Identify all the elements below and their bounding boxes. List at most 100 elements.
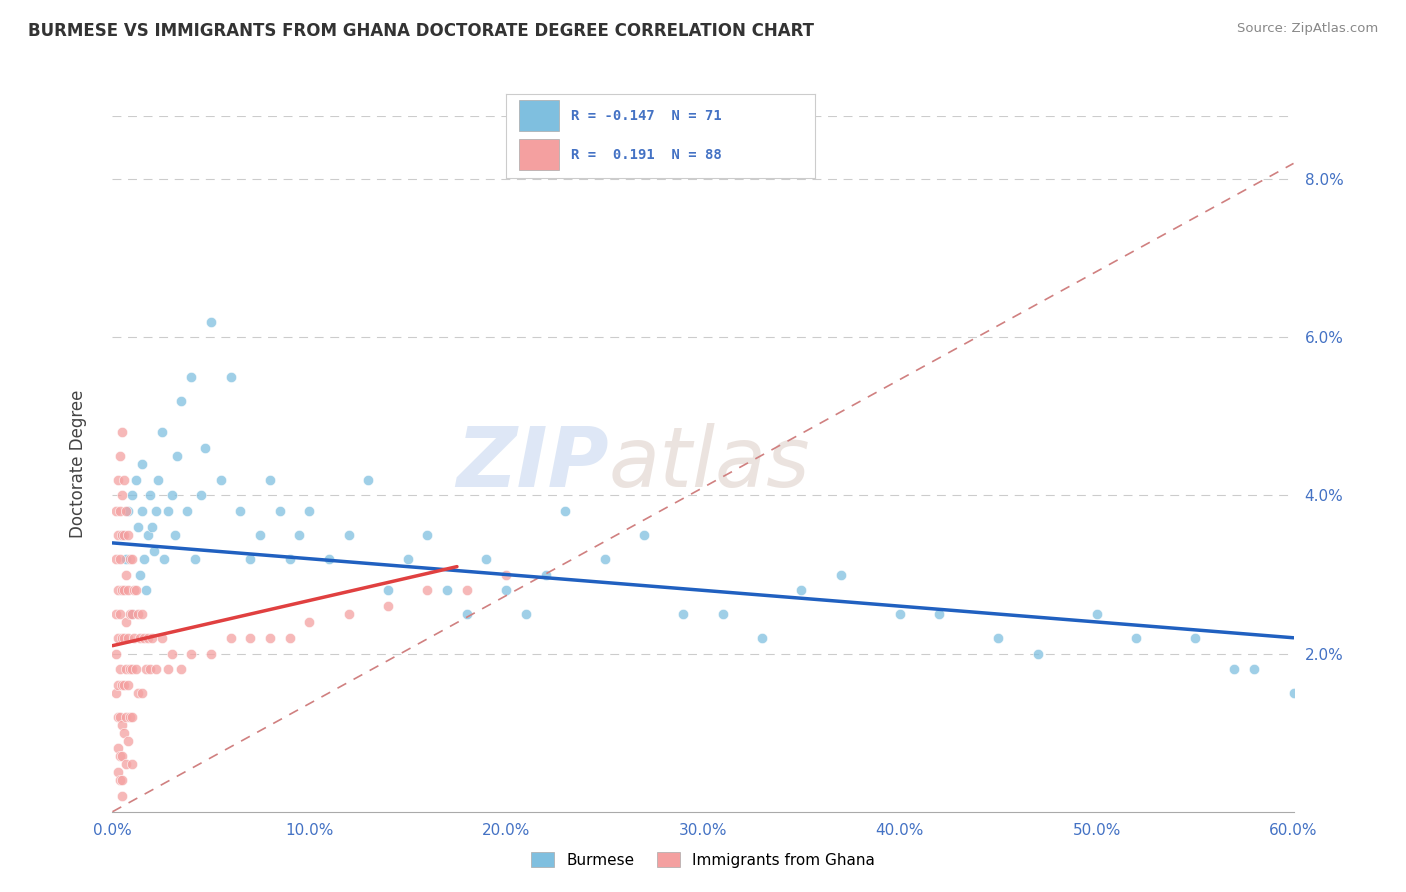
Point — [156, 504, 179, 518]
Point — [115, 757, 138, 772]
Point — [190, 488, 212, 502]
Point — [987, 631, 1010, 645]
Point — [1184, 631, 1206, 645]
Point — [928, 607, 950, 621]
Point — [121, 488, 143, 502]
Point — [136, 631, 159, 645]
Point — [456, 607, 478, 621]
Point — [200, 647, 222, 661]
Point — [593, 551, 616, 566]
Point — [318, 551, 340, 566]
Point — [165, 528, 187, 542]
Point — [1085, 607, 1108, 621]
Point — [121, 607, 143, 621]
Point — [534, 567, 557, 582]
Point — [150, 631, 173, 645]
Point — [129, 567, 152, 582]
Point — [377, 599, 399, 614]
Point — [125, 473, 148, 487]
Point — [115, 504, 138, 518]
Point — [633, 528, 655, 542]
Point — [131, 686, 153, 700]
Y-axis label: Doctorate Degree: Doctorate Degree — [69, 390, 87, 538]
Point — [136, 528, 159, 542]
Point — [115, 551, 138, 566]
Point — [127, 520, 149, 534]
Point — [120, 551, 142, 566]
Point — [141, 520, 163, 534]
Point — [110, 749, 132, 764]
Point — [711, 607, 734, 621]
Point — [127, 607, 149, 621]
Point — [337, 528, 360, 542]
Point — [132, 551, 155, 566]
Point — [110, 773, 132, 788]
Point — [790, 583, 813, 598]
Point — [337, 607, 360, 621]
Point — [209, 473, 232, 487]
Point — [166, 449, 188, 463]
Point — [120, 662, 142, 676]
Point — [142, 543, 165, 558]
Point — [180, 369, 202, 384]
Point — [111, 789, 134, 803]
Point — [107, 678, 129, 692]
Point — [278, 631, 301, 645]
Point — [111, 773, 134, 788]
Point — [111, 717, 134, 731]
Point — [456, 583, 478, 598]
Point — [239, 551, 262, 566]
Point — [105, 647, 128, 661]
Point — [117, 733, 139, 747]
Point — [259, 473, 281, 487]
Point — [131, 607, 153, 621]
Point — [889, 607, 911, 621]
Point — [298, 615, 321, 629]
Text: BURMESE VS IMMIGRANTS FROM GHANA DOCTORATE DEGREE CORRELATION CHART: BURMESE VS IMMIGRANTS FROM GHANA DOCTORA… — [28, 22, 814, 40]
Point — [1223, 662, 1246, 676]
Text: ZIP: ZIP — [456, 424, 609, 504]
Point — [751, 631, 773, 645]
Point — [117, 631, 139, 645]
Point — [495, 583, 517, 598]
Point — [515, 607, 537, 621]
Point — [127, 686, 149, 700]
Point — [259, 631, 281, 645]
Point — [1026, 647, 1049, 661]
Point — [121, 662, 143, 676]
Point — [112, 678, 135, 692]
Point — [145, 504, 167, 518]
Point — [495, 567, 517, 582]
Point — [117, 528, 139, 542]
Point — [1282, 686, 1305, 700]
Point — [111, 678, 134, 692]
Point — [112, 583, 135, 598]
Point — [111, 631, 134, 645]
Point — [125, 662, 148, 676]
Point — [110, 504, 132, 518]
Text: R =  0.191  N = 88: R = 0.191 N = 88 — [571, 148, 721, 161]
Point — [111, 528, 134, 542]
Point — [105, 607, 128, 621]
Point — [107, 583, 129, 598]
Point — [132, 631, 155, 645]
Point — [436, 583, 458, 598]
Point — [194, 441, 217, 455]
Point — [105, 504, 128, 518]
Point — [107, 631, 129, 645]
Point — [288, 528, 311, 542]
Point — [160, 488, 183, 502]
Point — [672, 607, 695, 621]
FancyBboxPatch shape — [519, 139, 558, 169]
Point — [115, 567, 138, 582]
Point — [554, 504, 576, 518]
Point — [121, 607, 143, 621]
Point — [239, 631, 262, 645]
Point — [117, 678, 139, 692]
Point — [200, 314, 222, 328]
Point — [180, 647, 202, 661]
Point — [111, 488, 134, 502]
Point — [112, 528, 135, 542]
Point — [170, 393, 193, 408]
Point — [146, 473, 169, 487]
